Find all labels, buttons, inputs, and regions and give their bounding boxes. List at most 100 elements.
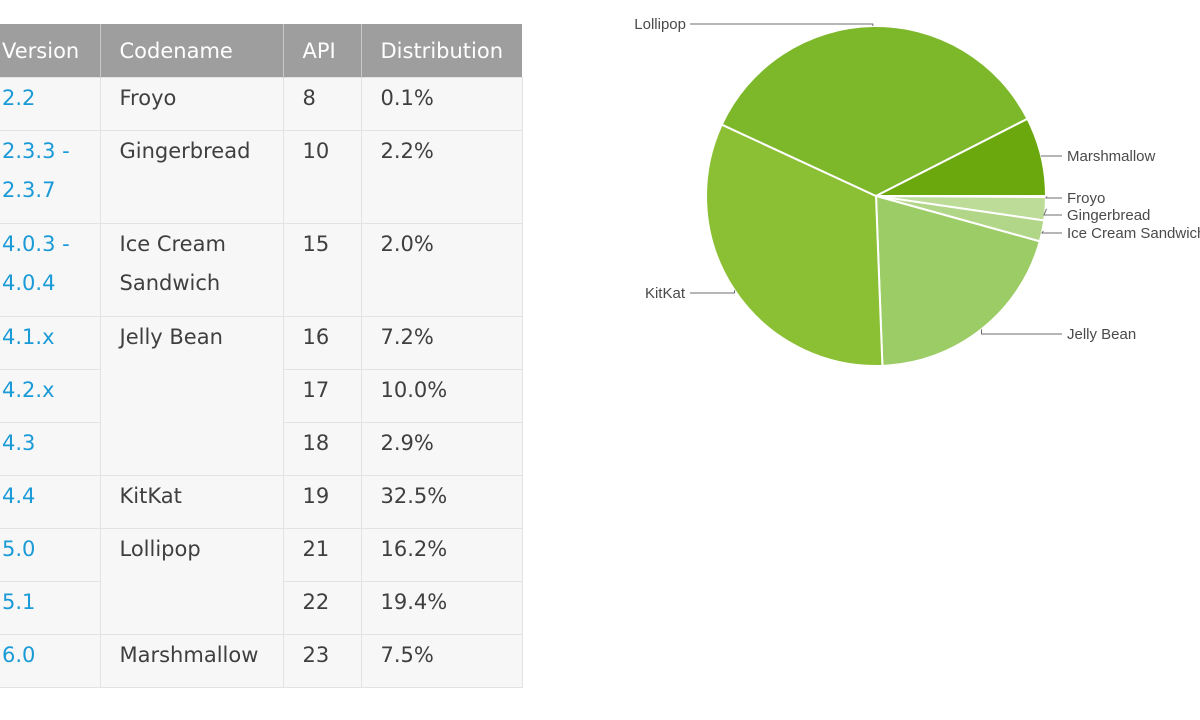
version-link[interactable]: 6.0 — [0, 634, 101, 688]
distribution-cell: 19.4% — [360, 581, 523, 635]
codename-cell: Froyo — [99, 77, 284, 131]
version-link[interactable]: 2.3.3 - 2.3.7 — [0, 130, 101, 224]
version-text[interactable]: 4.3 — [2, 431, 36, 455]
codename-cell-empty — [99, 581, 284, 635]
distribution-cell: 2.0% — [360, 223, 523, 317]
api-cell: 18 — [282, 422, 362, 476]
version-text[interactable]: 4.1.x — [2, 325, 55, 349]
version-text[interactable]: 4.2.x — [2, 378, 55, 402]
codename-cell: Gingerbread — [99, 130, 284, 224]
codename-cell: Ice Cream Sandwich — [99, 223, 284, 317]
header-distribution: Distribution — [360, 24, 522, 78]
distribution-cell: 0.1% — [360, 77, 523, 131]
leader-line-lollipop — [690, 23, 874, 26]
distribution-table: Version Codename API Distribution 2.2 Fr… — [0, 24, 523, 688]
pie-label-marshmallow: Marshmallow — [1067, 148, 1156, 165]
distribution-text: 2.2% — [380, 139, 434, 163]
distribution-cell: 7.5% — [360, 634, 523, 688]
api-text: 17 — [302, 378, 330, 402]
table-row: 5.0 Lollipop 21 16.2% — [0, 528, 523, 582]
version-text-line2[interactable]: 2.3.7 — [2, 178, 56, 202]
table-row: 4.0.3 - 4.0.4 Ice Cream Sandwich 15 2.0% — [0, 223, 523, 317]
codename-text: Jelly Bean — [119, 325, 223, 349]
distribution-cell: 10.0% — [360, 369, 523, 423]
codename-cell: Lollipop — [99, 528, 284, 582]
api-text: 15 — [302, 232, 330, 256]
version-link[interactable]: 4.3 — [0, 422, 101, 476]
api-text: 16 — [302, 325, 330, 349]
distribution-text: 7.5% — [380, 643, 434, 667]
version-text[interactable]: 5.0 — [2, 537, 36, 561]
version-text[interactable]: 4.4 — [2, 484, 36, 508]
leader-line-froyo — [1045, 196, 1062, 199]
codename-cell-empty — [99, 369, 284, 423]
leader-line-jelly-bean — [981, 329, 1062, 335]
codename-text: Gingerbread — [119, 139, 251, 163]
version-text[interactable]: 6.0 — [2, 643, 36, 667]
version-link[interactable]: 4.1.x — [0, 316, 101, 370]
table-row: 2.3.3 - 2.3.7 Gingerbread 10 2.2% — [0, 130, 523, 224]
table-header-row: Version Codename API Distribution — [0, 24, 522, 78]
pie-slices — [705, 25, 1048, 367]
table-row: 2.2 Froyo 8 0.1% — [0, 77, 523, 131]
api-cell: 22 — [282, 581, 362, 635]
api-text: 21 — [302, 537, 330, 561]
distribution-text: 16.2% — [380, 537, 448, 561]
table-row: 6.0 Marshmallow 23 7.5% — [0, 634, 523, 688]
distribution-cell: 7.2% — [360, 316, 523, 370]
version-text-line1[interactable]: 2.3.3 - — [2, 139, 70, 163]
table-row: 4.1.x Jelly Bean 16 7.2% — [0, 316, 523, 370]
api-cell: 16 — [282, 316, 362, 370]
api-text: 22 — [302, 590, 330, 614]
leader-line-ice-cream-sandwich — [1041, 230, 1062, 234]
codename-text: Froyo — [119, 86, 177, 110]
table-row: 4.4 KitKat 19 32.5% — [0, 475, 523, 529]
version-link[interactable]: 4.2.x — [0, 369, 101, 423]
api-cell: 8 — [282, 77, 362, 131]
codename-cell: Marshmallow — [99, 634, 284, 688]
codename-text-line1: Ice Cream — [119, 232, 226, 256]
header-api: API — [282, 24, 361, 78]
pie-leader-lines — [690, 23, 1062, 335]
version-text[interactable]: 5.1 — [2, 590, 36, 614]
version-text-line2[interactable]: 4.0.4 — [2, 271, 56, 295]
pie-label-ice-cream-sandwich: Ice Cream Sandwich — [1067, 225, 1200, 242]
codename-text: Lollipop — [119, 537, 201, 561]
pie-label-lollipop: Lollipop — [634, 16, 686, 33]
api-text: 23 — [302, 643, 330, 667]
version-link[interactable]: 4.4 — [0, 475, 101, 529]
api-text: 10 — [302, 139, 330, 163]
distribution-text: 7.2% — [380, 325, 434, 349]
codename-text: Marshmallow — [119, 643, 259, 667]
version-text-line1[interactable]: 4.0.3 - — [2, 232, 70, 256]
version-text[interactable]: 2.2 — [2, 86, 36, 110]
api-text: 19 — [302, 484, 330, 508]
pie-label-jelly-bean: Jelly Bean — [1067, 326, 1136, 343]
codename-cell: KitKat — [99, 475, 284, 529]
version-link[interactable]: 5.0 — [0, 528, 101, 582]
table-row: 4.2.x 17 10.0% — [0, 369, 523, 423]
distribution-text: 10.0% — [380, 378, 448, 402]
distribution-cell: 32.5% — [360, 475, 523, 529]
api-cell: 23 — [282, 634, 362, 688]
api-text: 18 — [302, 431, 330, 455]
distribution-cell: 16.2% — [360, 528, 523, 582]
pie-slice-lollipop — [720, 25, 1029, 198]
distribution-cell: 2.2% — [360, 130, 523, 224]
api-text: 8 — [302, 86, 316, 110]
distribution-text: 19.4% — [380, 590, 448, 614]
pie-label-gingerbread: Gingerbread — [1067, 207, 1150, 224]
distribution-text: 32.5% — [380, 484, 448, 508]
leader-line-gingerbread — [1043, 208, 1062, 216]
header-codename: Codename — [99, 24, 283, 78]
pie-label-froyo: Froyo — [1067, 190, 1105, 207]
codename-cell: Jelly Bean — [99, 316, 284, 370]
distribution-cell: 2.9% — [360, 422, 523, 476]
table-row: 5.1 22 19.4% — [0, 581, 523, 635]
codename-text: KitKat — [119, 484, 182, 508]
version-link[interactable]: 4.0.3 - 4.0.4 — [0, 223, 101, 317]
api-cell: 21 — [282, 528, 362, 582]
api-cell: 10 — [282, 130, 362, 224]
